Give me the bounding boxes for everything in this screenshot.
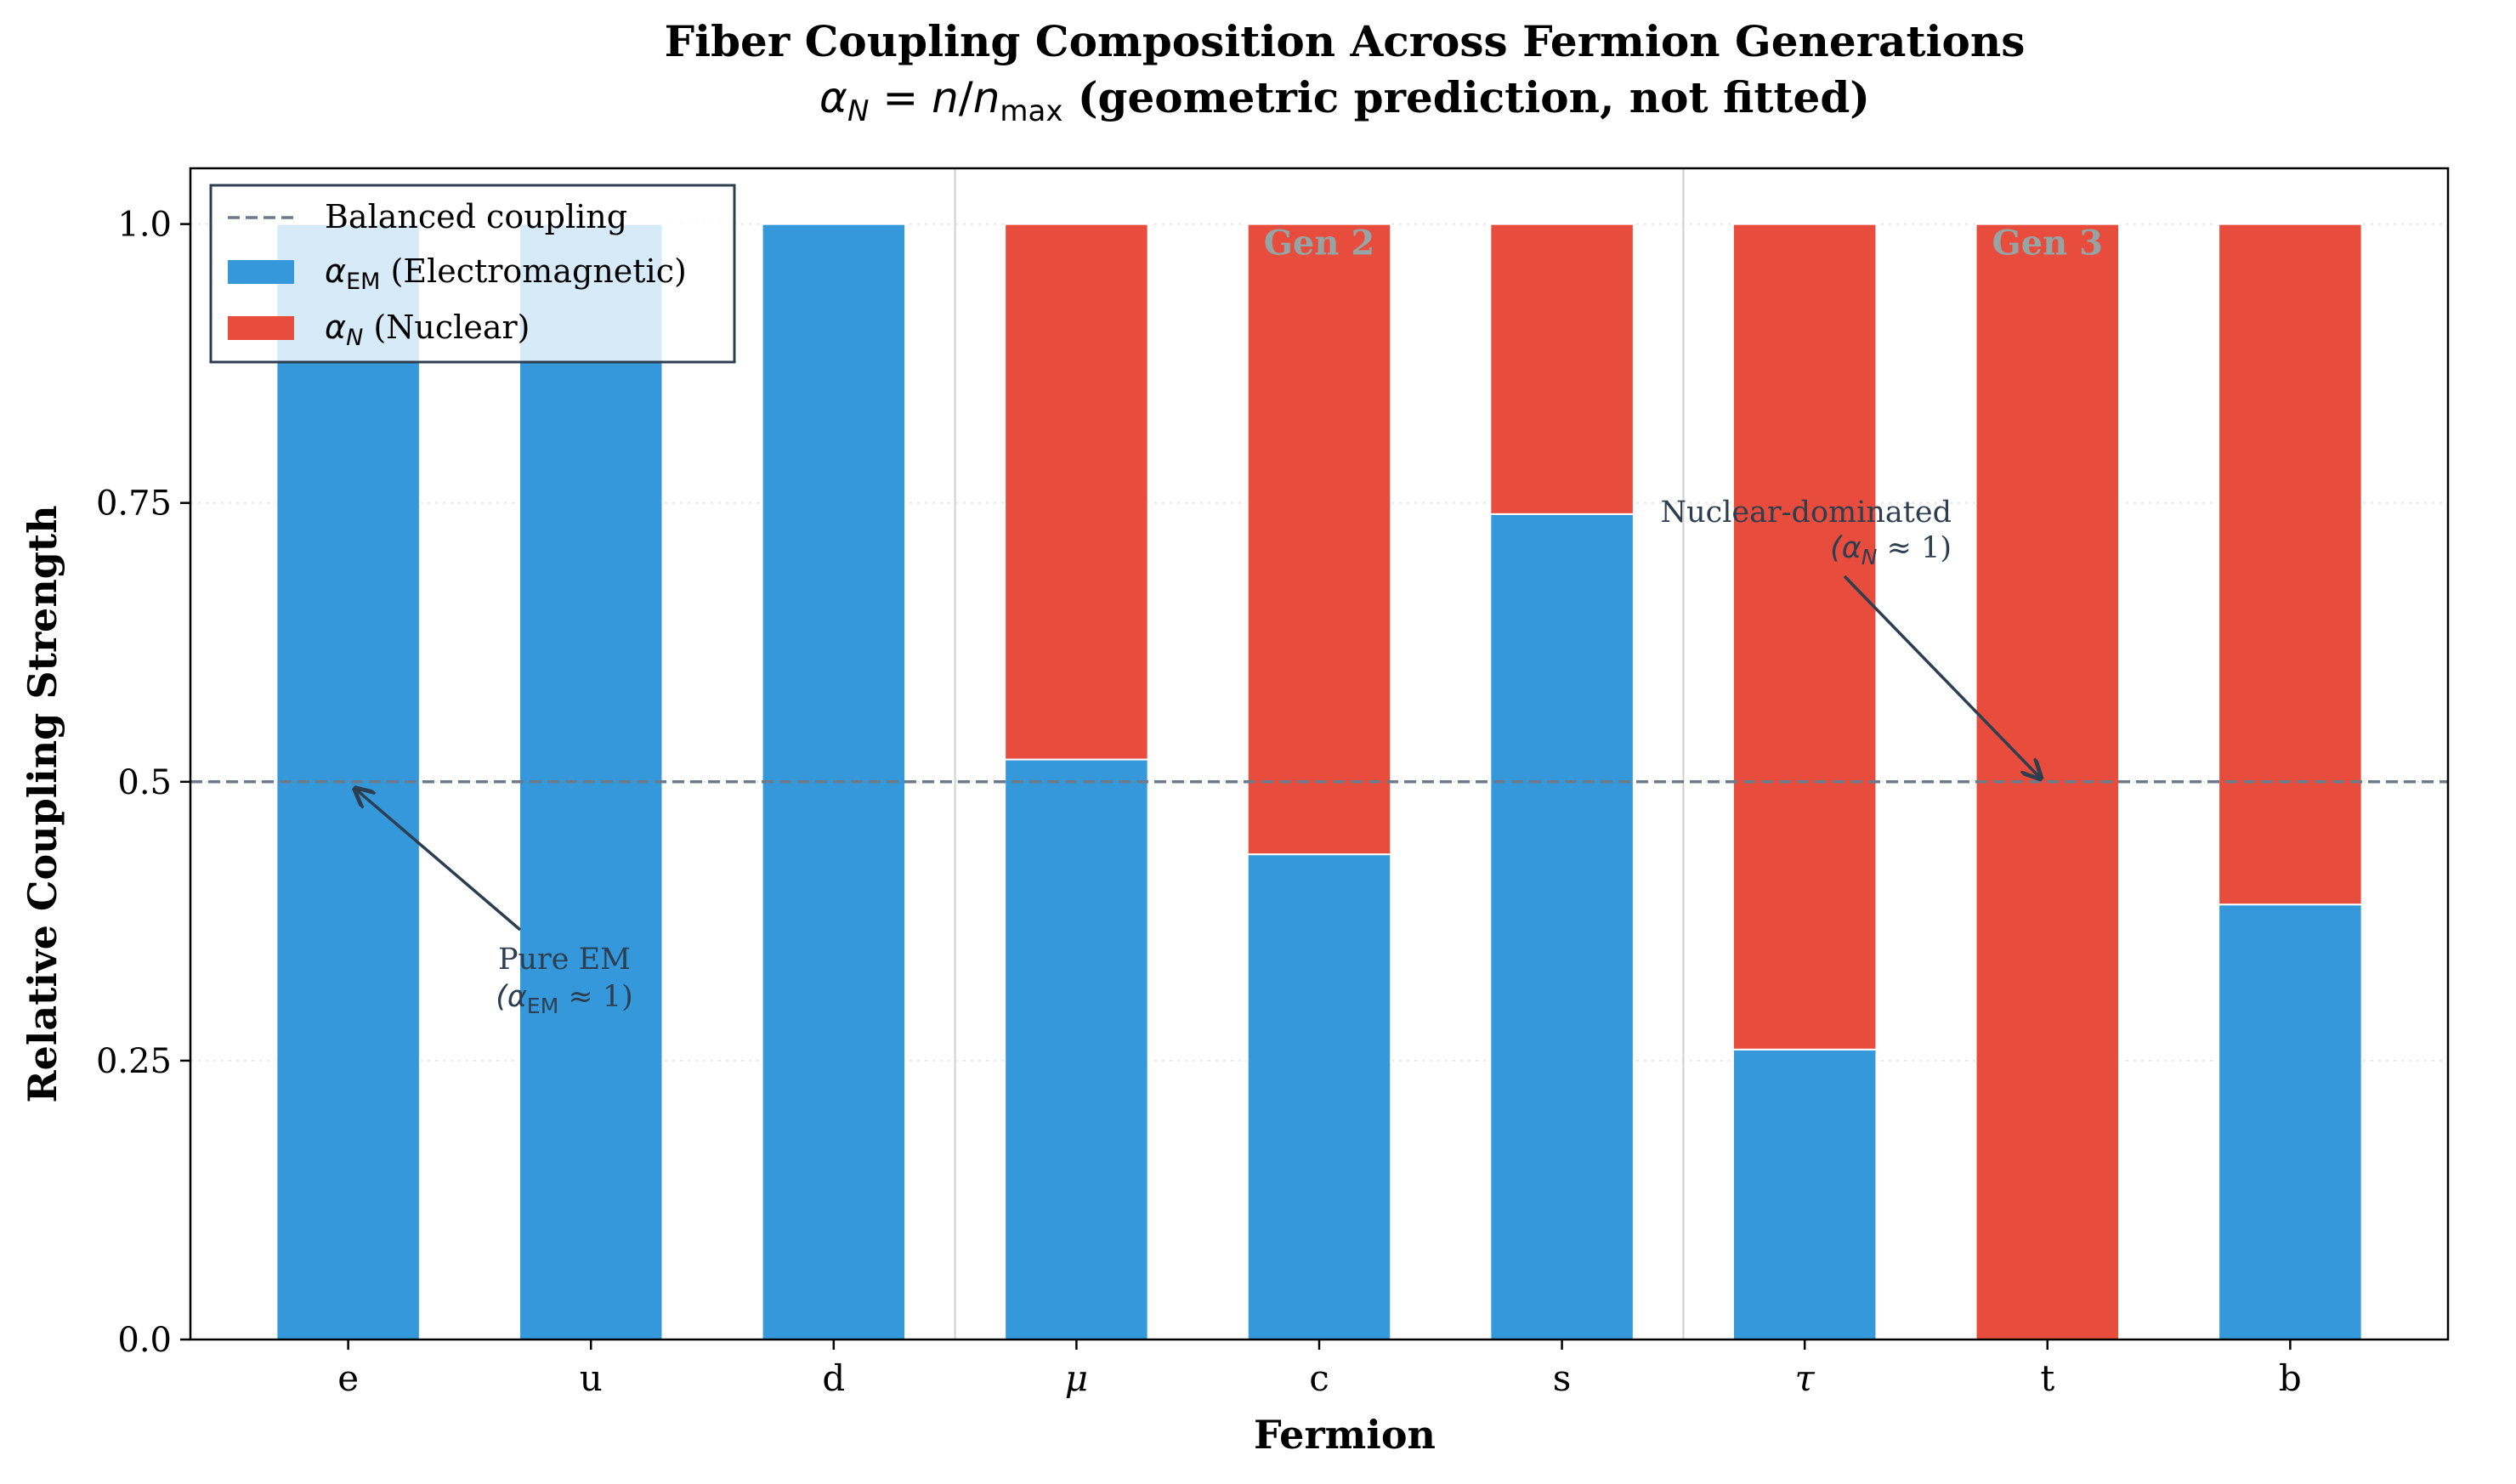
chart-subtitle: αN = n/nmax (geometric prediction, not f… [819, 72, 1870, 128]
bar-nuclear-8 [2218, 223, 2363, 906]
legend-label-balanced: Balanced coupling [325, 198, 627, 235]
y-tick-label: 0.5 [117, 763, 172, 802]
y-tick-label: 1.0 [117, 206, 172, 245]
x-tick-label-2: d [822, 1357, 845, 1399]
annotations: Pure EM(αEM ≈ 1) Nuclear-dominated(αN ≈ 1… [355, 496, 2041, 1018]
bar-em-6 [1731, 1048, 1878, 1341]
bar-nuclear-3 [1004, 223, 1149, 761]
x-tick-label-5: s [1553, 1357, 1572, 1399]
bar-nuclear-6 [1731, 223, 1878, 1051]
x-tick-label-6: τ [1795, 1357, 1816, 1399]
annotation-arrow-nuclear [1843, 575, 2041, 779]
subtitle-text: (geometric prediction, not fitted) [1062, 72, 1870, 122]
annotation-pure-em-line1: Pure EM [498, 943, 631, 977]
legend-swatch-em [228, 260, 294, 284]
axes: 0.0 0.25 0.5 0.75 1.0 e u d μ c s τ t b [96, 167, 2450, 1399]
generation-label-2: Gen 2 [1264, 223, 1374, 263]
annotation-pure-em-line2: (αEM ≈ 1) [496, 980, 633, 1018]
x-axis-label: Fermion [1254, 1412, 1436, 1458]
bar-em-5 [1489, 513, 1635, 1340]
x-tick-label-7: t [2040, 1357, 2054, 1399]
y-tick-label: 0.0 [117, 1321, 172, 1360]
bar-nuclear-5 [1489, 223, 1635, 515]
x-tick-label-8: b [2279, 1357, 2302, 1399]
annotation-arrow-pure-em [355, 789, 522, 932]
x-tick-label-1: u [580, 1357, 603, 1399]
bar-em-3 [1004, 758, 1149, 1340]
generation-dividers [954, 168, 1685, 1340]
legend-box [209, 184, 736, 364]
legend-label-em: αEM (Electromagnetic) [325, 252, 687, 295]
x-tick-label-4: c [1309, 1357, 1329, 1399]
bar-em-4 [1246, 853, 1392, 1340]
bar-nuclear-4 [1246, 223, 1392, 856]
annotation-nuclear-line2: (αN ≈ 1) [1830, 531, 1952, 569]
x-tick-label-0: e [337, 1357, 359, 1399]
y-tick-label: 0.25 [96, 1042, 172, 1081]
legend-swatch-nuclear [228, 316, 294, 340]
legend: Balanced coupling αEM (Electromagnetic) αN… [209, 184, 736, 364]
y-tick-label: 0.75 [96, 484, 172, 524]
x-tick-label-3: μ [1065, 1357, 1088, 1399]
annotation-nuclear-line1: Nuclear-dominated [1660, 496, 1952, 530]
y-axis-label: Relative Coupling Strength [20, 505, 65, 1102]
subtitle-math: α [819, 73, 847, 122]
chart-title: Fiber Coupling Composition Across Fermio… [665, 16, 2026, 66]
generation-labels: Gen 2 Gen 3 [1264, 223, 2103, 263]
generation-label-3: Gen 3 [1992, 223, 2103, 263]
bar-em-8 [2218, 903, 2363, 1340]
legend-label-nuclear: αN (Nuclear) [325, 309, 530, 351]
